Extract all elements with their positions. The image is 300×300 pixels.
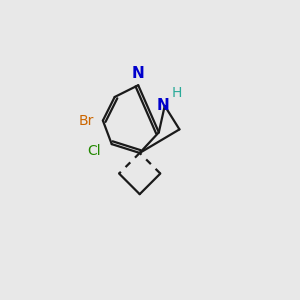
- Text: H: H: [171, 85, 182, 100]
- Text: Br: Br: [79, 114, 94, 128]
- Text: Cl: Cl: [87, 144, 101, 158]
- Text: N: N: [157, 98, 169, 113]
- Text: N: N: [132, 66, 145, 81]
